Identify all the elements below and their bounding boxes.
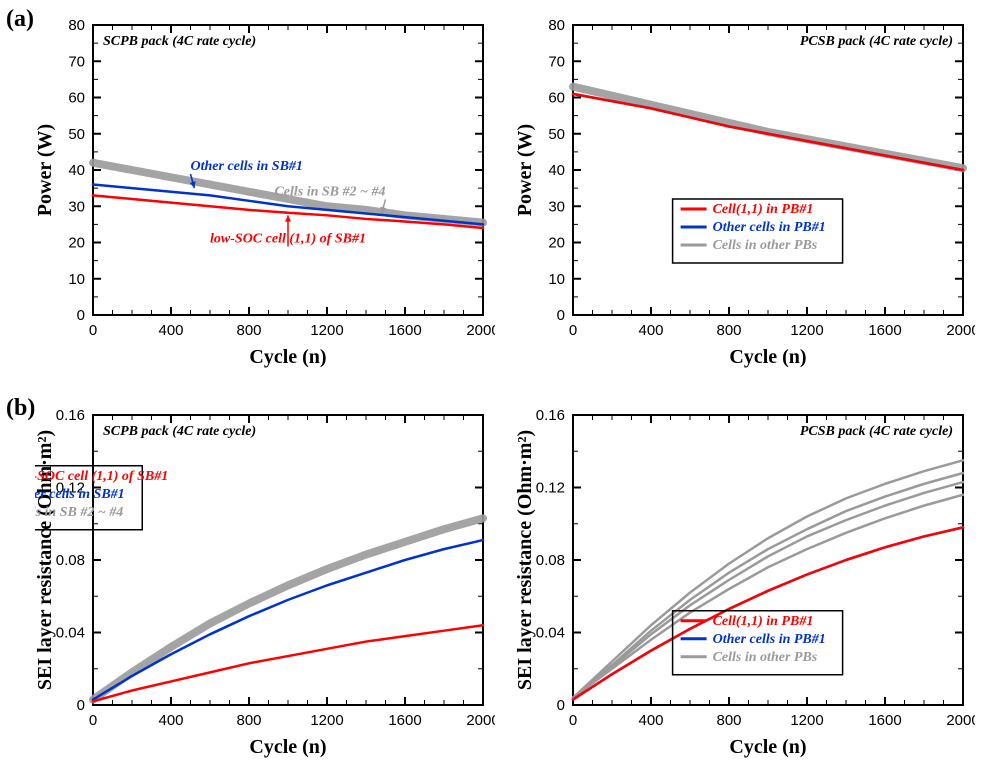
y-tick-label: 70 [68,53,85,70]
x-tick-label: 400 [638,712,663,729]
x-tick-label: 1200 [310,322,343,339]
y-tick-label: 40 [548,162,565,179]
panel-a-right: 0 400 800 1200 1600 2000 0 10 20 30 40 50 60 70 80 Cycl… [515,15,975,375]
series-line [573,495,963,698]
x-tick-label: 1600 [388,712,421,729]
y-tick-label: 0.04 [536,625,565,642]
legend-label: Cells in other PBs [713,238,818,253]
y-tick-label: 30 [68,198,85,215]
y-tick-label: 80 [548,17,565,34]
y-tick-label: 0 [77,697,85,714]
y-tick-label: 0 [77,307,85,324]
x-tick-label: 800 [236,712,261,729]
y-tick-label: 70 [548,53,565,70]
x-tick-label: 400 [638,322,663,339]
x-tick-label: 0 [569,712,577,729]
x-tick-label: 0 [569,322,577,339]
y-tick-label: 0.16 [56,407,85,424]
plot-border [573,25,963,315]
y-tick-label: 10 [548,271,565,288]
x-axis-title: Cycle (n) [249,736,326,758]
x-tick-label: 2000 [466,322,495,339]
y-tick-label: 80 [68,17,85,34]
y-tick-label: 0.12 [536,480,565,497]
annotation-arrowhead [285,215,291,221]
panel-b-right: 0 400 800 1200 1600 2000 0 0.04 0.08 0.12 0.16 Cycl… [515,405,975,765]
x-tick-label: 1200 [310,712,343,729]
legend-label: Other cells in PB#1 [713,632,826,647]
y-axis-title: Power (W) [515,124,536,216]
series-line [93,518,483,699]
y-tick-label: 20 [68,235,85,252]
x-tick-label: 2000 [946,712,975,729]
y-tick-label: 20 [548,235,565,252]
y-tick-label: 0.08 [56,552,85,569]
y-tick-label: 0 [557,697,565,714]
y-tick-label: 0 [557,307,565,324]
legend-label: Cell(1,1) in PB#1 [713,614,814,629]
annotation-text: Cells in SB #2 ~ #4 [274,184,385,199]
x-tick-label: 1600 [868,712,901,729]
x-tick-label: 0 [89,322,97,339]
panel-title: SCPB pack (4C rate cycle) [103,34,256,49]
figure-root: (a) (b) 04008001200160020000102030405060… [0,0,999,779]
legend-label: Other cells in PB#1 [713,220,826,235]
x-tick-label: 400 [158,712,183,729]
x-tick-label: 0 [89,712,97,729]
legend-label: Cells in SB #2 ~ #4 [35,505,123,520]
y-tick-label: 50 [68,126,85,143]
panel-label-b: (b) [6,395,35,422]
x-axis-title: Cycle (n) [249,346,326,368]
series-line [93,540,483,700]
x-tick-label: 800 [716,712,741,729]
panel-title: PCSB pack (4C rate cycle) [800,34,953,49]
annotation-text: low-SOC cell (1,1) of SB#1 [210,232,366,247]
x-tick-label: 2000 [946,322,975,339]
y-tick-label: 60 [68,90,85,107]
legend-label: Cells in other PBs [713,650,818,665]
panel-a-left: 0 400 800 1200 1600 2000 0 10 20 30 40 50 60 70 80 Cycl… [35,15,495,375]
x-tick-label: 400 [158,322,183,339]
y-tick-label: 60 [548,90,565,107]
series-line [573,87,963,169]
y-tick-label: 50 [548,126,565,143]
y-tick-label: 40 [68,162,85,179]
x-axis-title: Cycle (n) [729,346,806,368]
x-tick-label: 1200 [790,712,823,729]
y-tick-label: 0.08 [536,552,565,569]
panel-title: PCSB pack (4C rate cycle) [800,424,953,439]
panel-label-a: (a) [6,6,34,33]
y-axis-title: Power (W) [35,124,56,216]
x-tick-label: 1600 [388,322,421,339]
x-tick-label: 1600 [868,322,901,339]
y-tick-label: 0.04 [56,625,85,642]
y-tick-label: 10 [68,271,85,288]
panel-b-left: 040080012001600200000.040.080.120.16Cycl… [35,405,495,765]
x-tick-label: 1200 [790,322,823,339]
panel-title: SCPB pack (4C rate cycle) [103,424,256,439]
x-tick-label: 800 [236,322,261,339]
x-tick-label: 800 [716,322,741,339]
legend-label: Cell(1,1) in PB#1 [713,202,814,217]
y-axis-title: SEI layer resistance (Ohm·m²) [515,430,536,690]
x-tick-label: 2000 [466,712,495,729]
legend-label: Other cells in SB#1 [35,487,125,502]
annotation-text: Other cells in SB#1 [191,159,303,174]
legend-label: low-SOC cell (1,1) of SB#1 [35,469,168,484]
y-tick-label: 0.16 [536,407,565,424]
x-axis-title: Cycle (n) [729,736,806,758]
y-tick-label: 30 [548,198,565,215]
